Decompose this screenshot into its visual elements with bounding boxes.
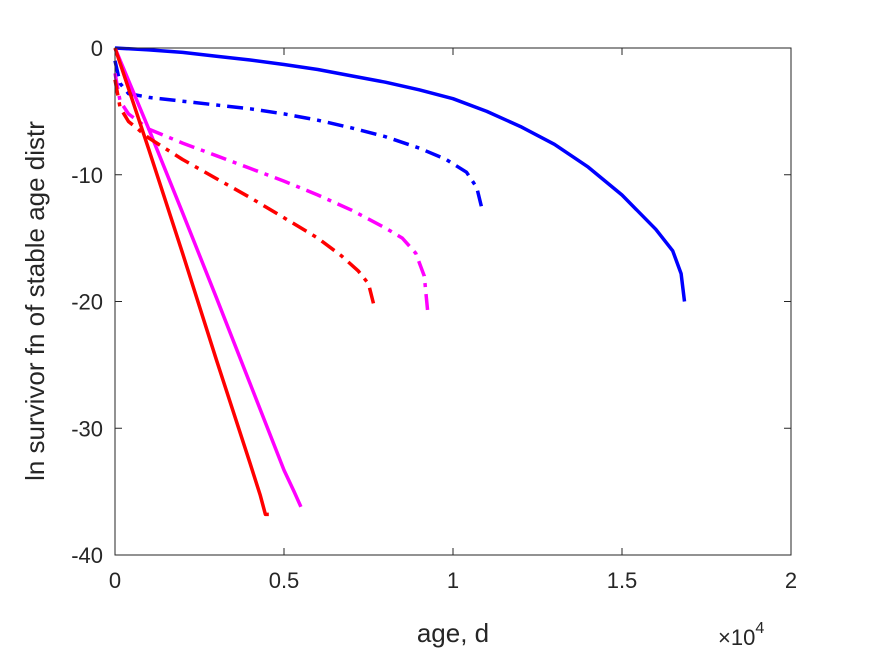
y-axis-ticks: 0 -10 -20 -30 -40: [71, 36, 791, 568]
series-layer: [113, 46, 687, 517]
series-line-2: [113, 60, 484, 209]
y-tick-label: -20: [71, 290, 103, 315]
x-axis-label: age, d: [417, 618, 489, 648]
x-tick-label: 0: [109, 568, 121, 593]
series-line-6: [113, 79, 376, 305]
y-tick-label: -30: [71, 416, 103, 441]
x-axis-ticks: 0 0.5 1 1.5 2: [109, 48, 797, 593]
y-tick-label: 0: [91, 36, 103, 61]
y-tick-label: -10: [71, 163, 103, 188]
x-tick-label: 1.5: [607, 568, 638, 593]
x-tick-label: 1: [447, 568, 459, 593]
x-exponent-power: 4: [755, 620, 764, 637]
series-line-5: [113, 47, 269, 517]
x-exponent-base: ×10: [718, 625, 755, 650]
plot-background: [115, 48, 791, 555]
y-tick-label: -40: [71, 543, 103, 568]
series-line-4: [113, 72, 430, 312]
x-exponent-label: ×104: [718, 620, 764, 650]
series-line-1: [114, 46, 687, 302]
x-tick-label: 0.5: [269, 568, 300, 593]
x-tick-label: 2: [785, 568, 797, 593]
y-axis-label: ln survivor fn of stable age distr: [20, 121, 50, 481]
